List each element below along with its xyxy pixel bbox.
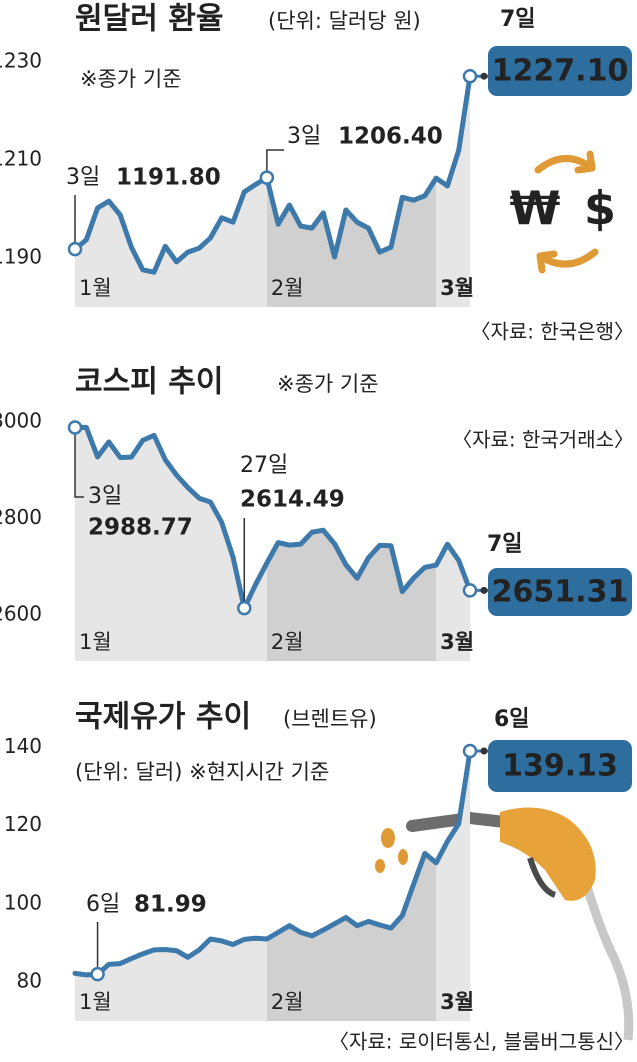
value-label: 2988.77 xyxy=(88,515,193,541)
leader-line xyxy=(266,149,284,178)
leader-line xyxy=(74,427,84,498)
chart-note: ※종가 기준 xyxy=(80,67,182,91)
value-box xyxy=(488,568,632,616)
chart-title: 원달러 환율 xyxy=(75,2,223,37)
chart-note: ※종가 기준 xyxy=(277,372,379,396)
x-tick-label: 1월 xyxy=(79,276,112,300)
source-note: 〈자료: 로이터통신, 블룸버그통신〉 xyxy=(329,1030,634,1054)
value-label: 2614.49 xyxy=(240,487,345,513)
nozzle-body xyxy=(500,807,596,901)
icon-arrowhead xyxy=(536,250,558,274)
nozzle-trigger xyxy=(527,857,557,898)
y-tick-label: 140 xyxy=(4,734,42,758)
drop xyxy=(375,859,385,873)
day-label: 7일 xyxy=(487,532,523,557)
month-band xyxy=(266,427,437,661)
x-tick-label: 2월 xyxy=(271,990,304,1014)
day-label: 27일 xyxy=(240,453,288,478)
point-marker xyxy=(462,583,478,598)
day-label: 3일 xyxy=(287,124,321,149)
day-label: 6일 xyxy=(494,707,530,732)
x-tick-label: 3월 xyxy=(440,276,474,300)
chart-subtitle: (단위: 달러당 원) xyxy=(268,9,421,33)
data-line xyxy=(72,424,473,611)
y-tick-label: 80 xyxy=(17,968,42,992)
currency-icon xyxy=(534,150,599,274)
y-tick-label: 100 xyxy=(4,890,42,914)
x-tick-label: 1월 xyxy=(79,990,112,1014)
y-tick-label: 3000 xyxy=(0,409,42,433)
x-tick-label: 3월 xyxy=(440,630,474,654)
hose xyxy=(580,878,634,1041)
value-label: 1191.80 xyxy=(116,165,221,191)
y-tick-label: 2600 xyxy=(0,602,42,626)
icon-symbol: $ xyxy=(584,182,616,236)
icon-arrow xyxy=(534,155,596,174)
point-marker xyxy=(462,68,478,84)
value-label: 2651.31 xyxy=(492,575,629,610)
y-tick-label: 1190 xyxy=(0,245,42,269)
x-tick-label: 3월 xyxy=(440,990,474,1014)
value-label: 1227.10 xyxy=(492,54,629,89)
icon-symbol: ₩ xyxy=(510,182,561,236)
y-tick-label: 1230 xyxy=(0,49,42,73)
chart-subtitle: (브렌트유) xyxy=(283,707,377,731)
fuel-nozzle-icon xyxy=(375,807,634,1041)
source-note: 〈자료: 한국은행〉 xyxy=(471,320,635,344)
value-box xyxy=(488,46,632,96)
y-tick-label: 2800 xyxy=(0,505,42,529)
x-tick-label: 1월 xyxy=(79,630,112,654)
drop xyxy=(398,849,408,865)
value-label: 1206.40 xyxy=(338,124,443,150)
value-box xyxy=(488,740,632,792)
leader-dot xyxy=(480,72,488,80)
month-band xyxy=(266,76,437,307)
point-marker xyxy=(90,966,105,982)
point-marker xyxy=(237,600,252,616)
x-tick-label: 2월 xyxy=(271,276,304,300)
day-label: 3일 xyxy=(88,484,122,509)
point-marker xyxy=(259,170,275,185)
data-line xyxy=(72,73,473,275)
chart-note: (단위: 달러) ※현지시간 기준 xyxy=(75,760,329,784)
chart-title: 국제유가 추이 xyxy=(75,700,251,735)
point-marker xyxy=(67,420,83,435)
data-line xyxy=(72,748,473,978)
y-tick-label: 1210 xyxy=(0,147,42,171)
y-tick-label: 120 xyxy=(4,812,42,836)
drop xyxy=(381,828,395,848)
point-marker xyxy=(462,743,478,759)
chart-title: 코스피 추이 xyxy=(75,365,223,400)
icon-arrowhead xyxy=(574,150,596,174)
value-label: 81.99 xyxy=(134,892,207,918)
x-tick-label: 2월 xyxy=(271,630,304,654)
source-note: 〈자료: 한국거래소〉 xyxy=(452,428,634,452)
value-label: 139.13 xyxy=(502,749,618,784)
point-marker xyxy=(67,241,83,257)
day-label: 7일 xyxy=(500,7,536,32)
day-label: 3일 xyxy=(66,165,100,190)
leader-dot xyxy=(480,747,488,755)
day-label: 6일 xyxy=(86,892,120,917)
leader-dot xyxy=(480,586,488,594)
